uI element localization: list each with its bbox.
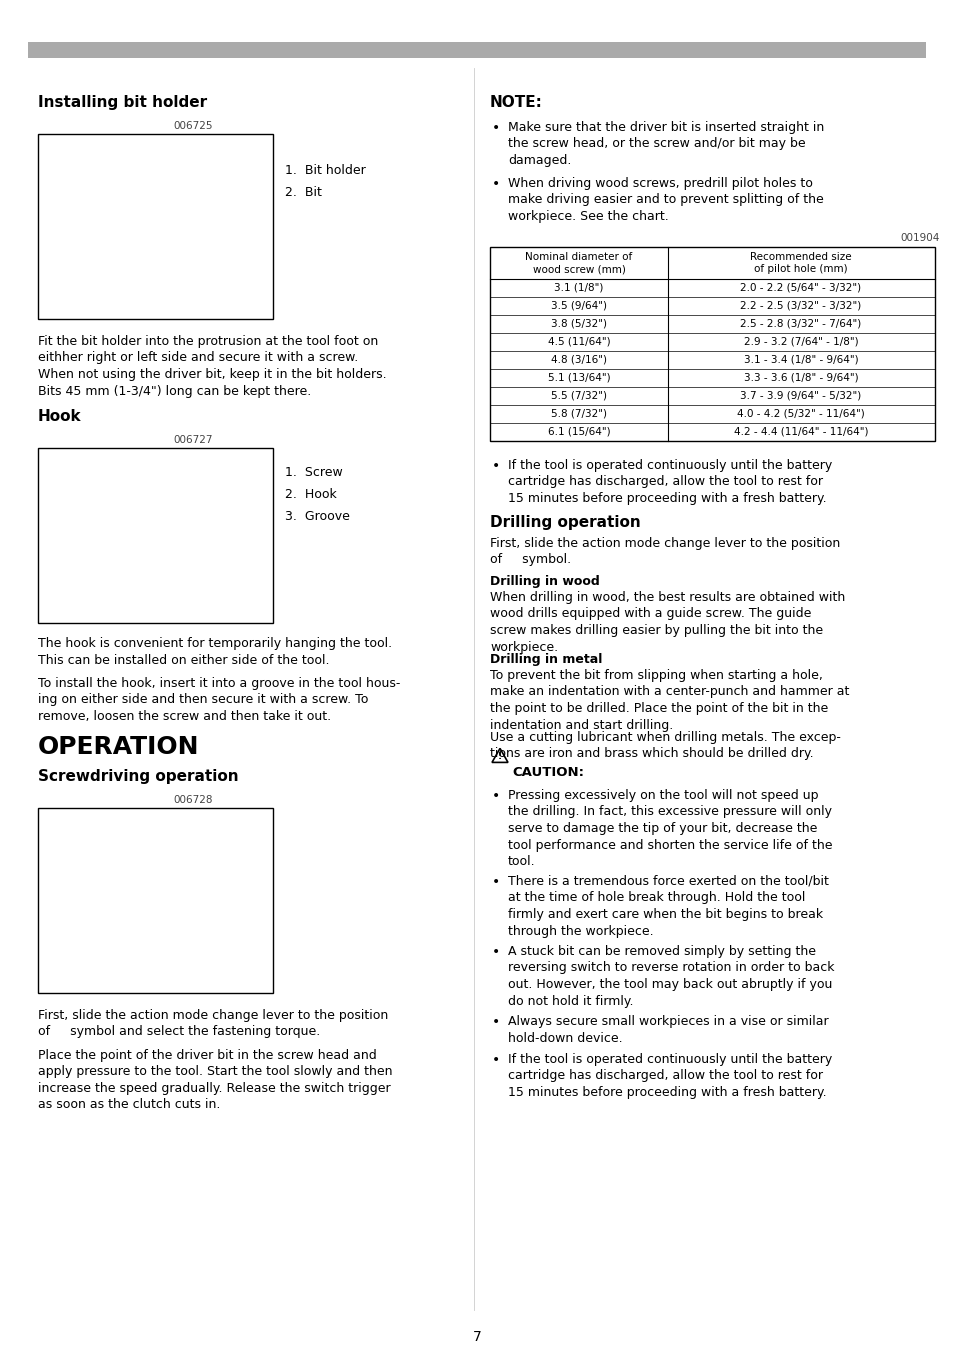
Text: 3.5 (9/64"): 3.5 (9/64")	[551, 301, 606, 311]
Text: 3.  Groove: 3. Groove	[285, 510, 350, 523]
Text: 3.1 - 3.4 (1/8" - 9/64"): 3.1 - 3.4 (1/8" - 9/64")	[743, 356, 858, 365]
Text: Installing bit holder: Installing bit holder	[38, 95, 207, 110]
Text: When drilling in wood, the best results are obtained with
wood drills equipped w: When drilling in wood, the best results …	[490, 591, 844, 653]
Text: 006727: 006727	[173, 435, 213, 445]
Text: !: !	[497, 752, 501, 761]
Text: 2.5 - 2.8 (3/32" - 7/64"): 2.5 - 2.8 (3/32" - 7/64")	[740, 319, 861, 329]
Text: 3.3 - 3.6 (1/8" - 9/64"): 3.3 - 3.6 (1/8" - 9/64")	[743, 373, 858, 383]
Text: Recommended size
of pilot hole (mm): Recommended size of pilot hole (mm)	[749, 251, 851, 274]
Bar	[28, 42, 925, 58]
Text: 3.1 (1/8"): 3.1 (1/8")	[554, 283, 603, 293]
Text: •: •	[492, 120, 499, 135]
Text: Hook: Hook	[38, 410, 82, 425]
Text: 4.5 (11/64"): 4.5 (11/64")	[547, 337, 610, 347]
Text: Use a cutting lubricant when drilling metals. The excep-
tions are iron and bras: Use a cutting lubricant when drilling me…	[490, 731, 840, 760]
Text: A stuck bit can be removed simply by setting the
reversing switch to reverse rot: A stuck bit can be removed simply by set…	[507, 945, 834, 1007]
Text: •: •	[492, 790, 499, 803]
Text: Nominal diameter of
wood screw (mm): Nominal diameter of wood screw (mm)	[525, 251, 632, 274]
Text: 4.8 (3/16"): 4.8 (3/16")	[551, 356, 606, 365]
Text: NOTE:: NOTE:	[490, 95, 542, 110]
Text: First, slide the action mode change lever to the position
of     symbol.: First, slide the action mode change leve…	[490, 537, 840, 566]
Text: Drilling in metal: Drilling in metal	[490, 653, 601, 667]
Text: Drilling operation: Drilling operation	[490, 515, 640, 530]
Text: When driving wood screws, predrill pilot holes to
make driving easier and to pre: When driving wood screws, predrill pilot…	[507, 177, 822, 223]
Text: 3.8 (5/32"): 3.8 (5/32")	[551, 319, 606, 329]
Text: To prevent the bit from slipping when starting a hole,
make an indentation with : To prevent the bit from slipping when st…	[490, 669, 848, 731]
Bar	[38, 134, 273, 319]
Text: Fit the bit holder into the protrusion at the tool foot on
eithher right or left: Fit the bit holder into the protrusion a…	[38, 335, 386, 397]
Bar	[38, 448, 273, 623]
Text: •: •	[492, 1015, 499, 1029]
Text: •: •	[492, 945, 499, 959]
Text: •: •	[492, 875, 499, 890]
Text: If the tool is operated continuously until the battery
cartridge has discharged,: If the tool is operated continuously unt…	[507, 1053, 831, 1099]
Text: OPERATION: OPERATION	[38, 735, 199, 758]
Bar	[490, 247, 934, 441]
Text: Place the point of the driver bit in the screw head and
apply pressure to the to: Place the point of the driver bit in the…	[38, 1049, 392, 1111]
Text: 2.  Bit: 2. Bit	[285, 187, 321, 199]
Text: If the tool is operated continuously until the battery
cartridge has discharged,: If the tool is operated continuously unt…	[507, 458, 831, 506]
Text: Drilling in wood: Drilling in wood	[490, 575, 599, 588]
Text: 2.9 - 3.2 (7/64" - 1/8"): 2.9 - 3.2 (7/64" - 1/8")	[743, 337, 858, 347]
Text: Always secure small workpieces in a vise or similar
hold-down device.: Always secure small workpieces in a vise…	[507, 1015, 828, 1045]
Text: 001904: 001904	[900, 233, 939, 243]
Text: 1.  Screw: 1. Screw	[285, 466, 342, 479]
Text: 7: 7	[472, 1330, 481, 1344]
Text: •: •	[492, 458, 499, 473]
Text: 006725: 006725	[173, 120, 213, 131]
Text: The hook is convenient for temporarily hanging the tool.
This can be installed o: The hook is convenient for temporarily h…	[38, 637, 392, 667]
Text: There is a tremendous force exerted on the tool/bit
at the time of hole break th: There is a tremendous force exerted on t…	[507, 875, 828, 937]
Text: Make sure that the driver bit is inserted straight in
the screw head, or the scr: Make sure that the driver bit is inserte…	[507, 120, 823, 168]
Text: 3.7 - 3.9 (9/64" - 5/32"): 3.7 - 3.9 (9/64" - 5/32")	[740, 391, 861, 402]
Text: 006728: 006728	[173, 795, 213, 804]
Text: Screwdriving operation: Screwdriving operation	[38, 769, 238, 784]
Text: 5.5 (7/32"): 5.5 (7/32")	[551, 391, 606, 402]
Text: 2.0 - 2.2 (5/64" - 3/32"): 2.0 - 2.2 (5/64" - 3/32")	[740, 283, 861, 293]
Text: First, slide the action mode change lever to the position
of     symbol and sele: First, slide the action mode change leve…	[38, 1009, 388, 1038]
Bar	[38, 808, 273, 992]
Text: 4.0 - 4.2 (5/32" - 11/64"): 4.0 - 4.2 (5/32" - 11/64")	[737, 410, 864, 419]
Text: •: •	[492, 177, 499, 191]
Text: To install the hook, insert it into a groove in the tool hous-
ing on either sid: To install the hook, insert it into a gr…	[38, 677, 400, 723]
Text: Pressing excessively on the tool will not speed up
the drilling. In fact, this e: Pressing excessively on the tool will no…	[507, 790, 832, 868]
Text: •: •	[492, 1053, 499, 1067]
Text: 6.1 (15/64"): 6.1 (15/64")	[547, 427, 610, 437]
Text: 4.2 - 4.4 (11/64" - 11/64"): 4.2 - 4.4 (11/64" - 11/64")	[733, 427, 867, 437]
Text: 2.  Hook: 2. Hook	[285, 488, 336, 502]
Text: 5.1 (13/64"): 5.1 (13/64")	[547, 373, 610, 383]
Text: 5.8 (7/32"): 5.8 (7/32")	[551, 410, 606, 419]
Text: CAUTION:: CAUTION:	[512, 767, 583, 779]
Text: 2.2 - 2.5 (3/32" - 3/32"): 2.2 - 2.5 (3/32" - 3/32")	[740, 301, 861, 311]
Text: 1.  Bit holder: 1. Bit holder	[285, 164, 365, 177]
